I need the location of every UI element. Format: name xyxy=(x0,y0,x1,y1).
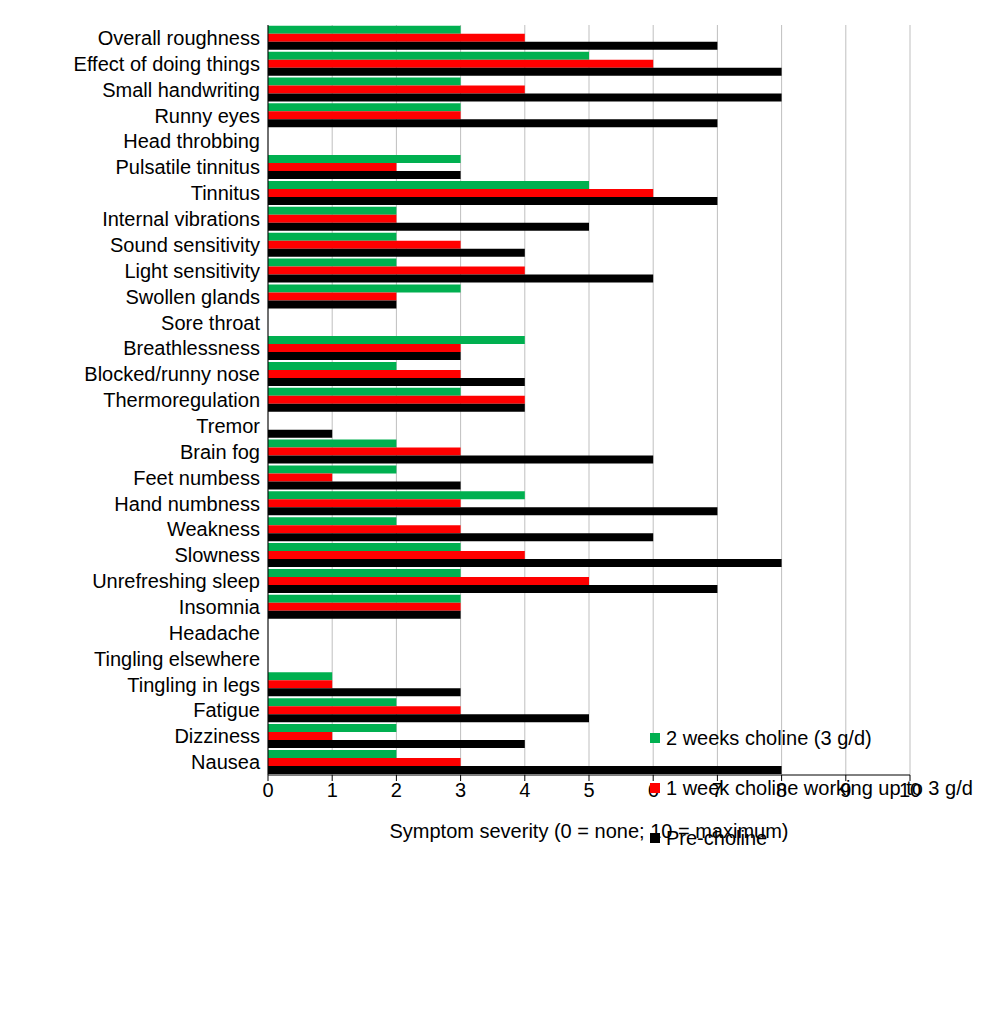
svg-text:Tingling elsewhere: Tingling elsewhere xyxy=(94,648,260,670)
svg-text:Feet numbess: Feet numbess xyxy=(133,467,260,489)
svg-text:Tremor: Tremor xyxy=(196,415,260,437)
svg-text:Pulsatile tinnitus: Pulsatile tinnitus xyxy=(115,156,260,178)
svg-text:Breathlessness: Breathlessness xyxy=(123,337,260,359)
svg-text:Small handwriting: Small handwriting xyxy=(102,79,260,101)
svg-text:Head throbbing: Head throbbing xyxy=(123,130,260,152)
svg-text:3: 3 xyxy=(455,779,466,801)
svg-text:Runny eyes: Runny eyes xyxy=(154,105,260,127)
svg-text:6: 6 xyxy=(648,779,659,801)
svg-text:0: 0 xyxy=(262,779,273,801)
svg-text:Brain fog: Brain fog xyxy=(180,441,260,463)
svg-text:Hand numbness: Hand numbness xyxy=(114,493,260,515)
svg-text:Unrefreshing sleep: Unrefreshing sleep xyxy=(92,570,260,592)
svg-text:1: 1 xyxy=(327,779,338,801)
svg-text:Headache: Headache xyxy=(169,622,260,644)
svg-text:8: 8 xyxy=(776,779,787,801)
svg-text:Fatigue: Fatigue xyxy=(193,699,260,721)
svg-text:Slowness: Slowness xyxy=(174,544,260,566)
svg-text:Tinnitus: Tinnitus xyxy=(191,182,260,204)
svg-text:Overall roughness: Overall roughness xyxy=(98,27,260,49)
svg-text:Blocked/runny nose: Blocked/runny nose xyxy=(84,363,260,385)
svg-text:Tingling in legs: Tingling in legs xyxy=(127,674,260,696)
svg-text:10: 10 xyxy=(899,779,921,801)
svg-text:Thermoregulation: Thermoregulation xyxy=(103,389,260,411)
svg-text:Effect of doing things: Effect of doing things xyxy=(74,53,260,75)
svg-text:7: 7 xyxy=(712,779,723,801)
svg-text:Sore throat: Sore throat xyxy=(161,312,260,334)
svg-text:4: 4 xyxy=(519,779,530,801)
svg-text:Dizziness: Dizziness xyxy=(174,725,260,747)
svg-text:2: 2 xyxy=(391,779,402,801)
svg-text:Internal vibrations: Internal vibrations xyxy=(102,208,260,230)
svg-text:Swollen glands: Swollen glands xyxy=(125,286,260,308)
svg-text:Weakness: Weakness xyxy=(167,518,260,540)
svg-text:9: 9 xyxy=(840,779,851,801)
svg-text:Nausea: Nausea xyxy=(191,751,261,773)
svg-text:Insomnia: Insomnia xyxy=(179,596,261,618)
svg-text:Light sensitivity: Light sensitivity xyxy=(124,260,260,282)
svg-text:Sound sensitivity: Sound sensitivity xyxy=(110,234,260,256)
svg-text:5: 5 xyxy=(583,779,594,801)
svg-text:Symptom severity (0 = none; 10: Symptom severity (0 = none; 10 = maximum… xyxy=(389,820,788,842)
